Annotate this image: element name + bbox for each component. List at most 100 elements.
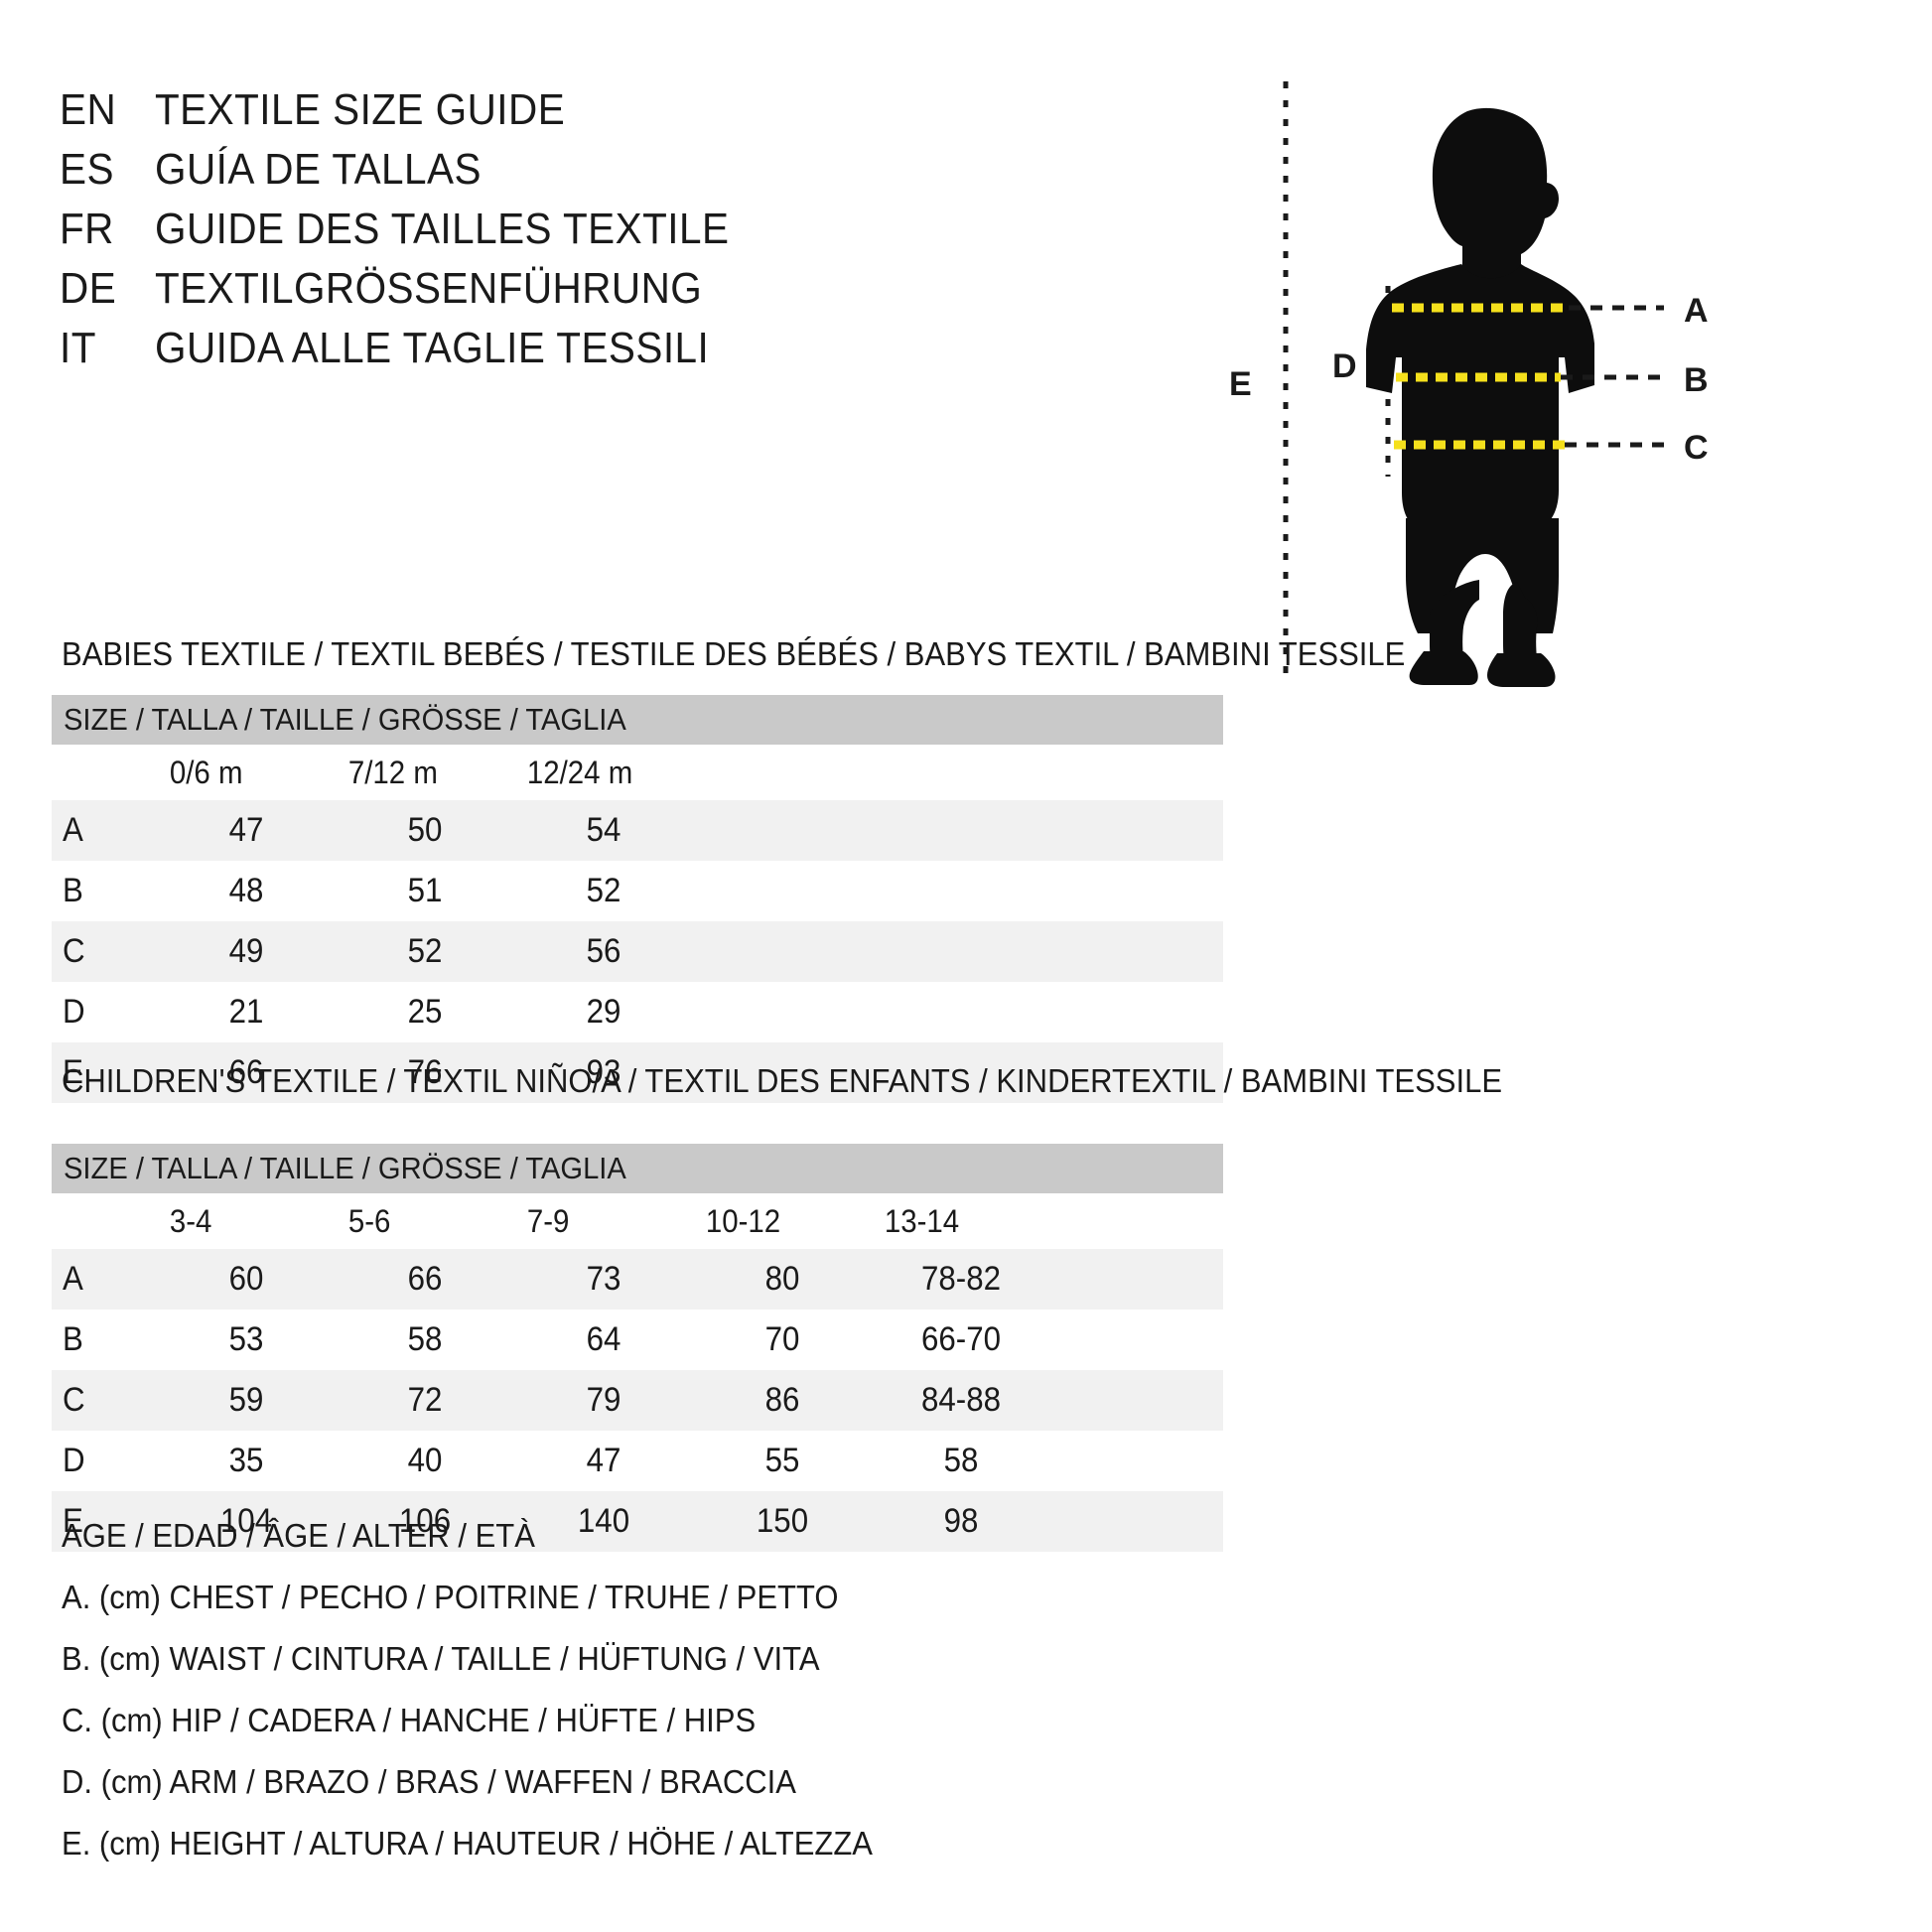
children-row-label-e: E — [63, 1502, 83, 1540]
title-text-es: GUÍA DE TALLAS — [155, 145, 482, 194]
children-cell-a-1: 66 — [407, 1260, 443, 1298]
babies-cell-a-1: 50 — [407, 811, 443, 849]
title-text-fr: GUIDE DES TAILLES TEXTILE — [155, 205, 730, 253]
children-cell-c-3: 86 — [764, 1381, 800, 1419]
babies-table-header-label: SIZE / TALLA / TAILLE / GRÖSSE / TAGLIA — [64, 702, 626, 737]
babies-cell-c-0: 49 — [228, 932, 264, 970]
children-column-header-row: 3-4 5-6 7-9 10-12 13-14 — [52, 1193, 1223, 1249]
children-row-label-c: C — [63, 1381, 85, 1419]
babies-table-header: SIZE / TALLA / TAILLE / GRÖSSE / TAGLIA — [52, 695, 1223, 745]
babies-cell-a-0: 47 — [228, 811, 264, 849]
measurement-figure: A B C D E — [1132, 60, 1886, 695]
babies-column-header-0: 0/6 m — [169, 754, 243, 790]
title-text-it: GUIDA ALLE TAGLIE TESSILI — [155, 324, 710, 372]
figure-label-b: B — [1684, 361, 1709, 399]
legend-waist: B. (cm) WAIST / CINTURA / TAILLE / HÜFTU… — [62, 1640, 820, 1677]
title-row-es: ES GUÍA DE TALLAS — [60, 145, 779, 205]
babies-row-label-e: E — [63, 1053, 83, 1091]
children-column-header-2: 7-9 — [526, 1202, 570, 1239]
babies-cell-d-0: 21 — [228, 993, 264, 1031]
children-column-header-4: 13-14 — [884, 1202, 960, 1239]
children-cell-e-4: 98 — [943, 1502, 979, 1540]
title-row-fr: FR GUIDE DES TAILLES TEXTILE — [60, 205, 779, 264]
children-cell-e-0: 104 — [219, 1502, 273, 1540]
children-row-label-b: B — [63, 1320, 83, 1358]
babies-cell-e-2: 93 — [586, 1053, 621, 1091]
title-text-de: TEXTILGRÖSSENFÜHRUNG — [155, 264, 703, 313]
babies-cell-c-2: 56 — [586, 932, 621, 970]
children-cell-c-4: 84-88 — [920, 1381, 1002, 1419]
babies-column-header-row: 0/6 m 7/12 m 12/24 m — [52, 745, 1223, 800]
title-row-de: DE TEXTILGRÖSSENFÜHRUNG — [60, 264, 779, 324]
babies-column-header-1: 7/12 m — [347, 754, 438, 790]
babies-cell-c-1: 52 — [407, 932, 443, 970]
children-cell-e-3: 150 — [756, 1502, 809, 1540]
table-row: B 48 51 52 — [52, 861, 1223, 921]
measurement-legend: AGE / EDAD / ÂGE / ALTER / ETÀ A. (cm) C… — [62, 1517, 924, 1886]
babies-cell-a-2: 54 — [586, 811, 621, 849]
babies-column-header-2: 12/24 m — [526, 754, 633, 790]
table-row: E 66 76 93 — [52, 1042, 1223, 1103]
babies-section-label: BABIES TEXTILE / TEXTIL BEBÉS / TESTILE … — [62, 635, 1406, 672]
children-cell-d-3: 55 — [764, 1442, 800, 1479]
babies-cell-b-2: 52 — [586, 872, 621, 909]
children-cell-c-0: 59 — [228, 1381, 264, 1419]
babies-cell-e-1: 76 — [407, 1053, 443, 1091]
children-cell-d-0: 35 — [228, 1442, 264, 1479]
title-block: EN TEXTILE SIZE GUIDE ES GUÍA DE TALLAS … — [60, 85, 779, 383]
children-cell-d-4: 58 — [943, 1442, 979, 1479]
table-row: D 35 40 47 55 58 — [52, 1431, 1223, 1491]
babies-row-label-d: D — [63, 993, 85, 1031]
children-cell-a-2: 73 — [586, 1260, 621, 1298]
babies-row-label-b: B — [63, 872, 83, 909]
children-column-header-1: 5-6 — [347, 1202, 391, 1239]
title-lang-it: IT — [60, 324, 96, 372]
title-row-it: IT GUIDA ALLE TAGLIE TESSILI — [60, 324, 779, 383]
table-row: D 21 25 29 — [52, 982, 1223, 1042]
children-cell-a-0: 60 — [228, 1260, 264, 1298]
title-lang-fr: FR — [60, 205, 114, 253]
children-cell-b-3: 70 — [764, 1320, 800, 1358]
legend-chest: A. (cm) CHEST / PECHO / POITRINE / TRUHE… — [62, 1579, 839, 1615]
children-cell-b-1: 58 — [407, 1320, 443, 1358]
legend-hip: C. (cm) HIP / CADERA / HANCHE / HÜFTE / … — [62, 1702, 757, 1738]
figure-label-c: C — [1684, 429, 1709, 467]
babies-cell-e-0: 66 — [228, 1053, 264, 1091]
child-silhouette — [1366, 107, 1594, 687]
children-cell-a-4: 78-82 — [920, 1260, 1002, 1298]
children-cell-c-1: 72 — [407, 1381, 443, 1419]
table-row: A 60 66 73 80 78-82 — [52, 1249, 1223, 1310]
children-cell-d-2: 47 — [586, 1442, 621, 1479]
babies-cell-b-1: 51 — [407, 872, 443, 909]
title-row-en: EN TEXTILE SIZE GUIDE — [60, 85, 779, 145]
children-row-label-d: D — [63, 1442, 85, 1479]
title-text-en: TEXTILE SIZE GUIDE — [155, 85, 566, 134]
title-lang-de: DE — [60, 264, 117, 313]
title-lang-en: EN — [60, 85, 117, 134]
babies-row-label-a: A — [63, 811, 83, 849]
title-lang-es: ES — [60, 145, 114, 194]
babies-size-table: SIZE / TALLA / TAILLE / GRÖSSE / TAGLIA … — [52, 695, 1223, 1103]
babies-cell-b-0: 48 — [228, 872, 264, 909]
table-row: E 104 106 140 150 98 — [52, 1491, 1223, 1552]
table-row: A 47 50 54 — [52, 800, 1223, 861]
figure-label-d: D — [1332, 347, 1357, 385]
children-column-header-3: 10-12 — [705, 1202, 781, 1239]
children-cell-e-1: 106 — [398, 1502, 452, 1540]
children-cell-e-2: 140 — [577, 1502, 630, 1540]
table-row: C 49 52 56 — [52, 921, 1223, 982]
legend-age: AGE / EDAD / ÂGE / ALTER / ETÀ — [62, 1517, 535, 1554]
babies-cell-d-1: 25 — [407, 993, 443, 1031]
figure-label-a: A — [1684, 292, 1709, 330]
children-cell-b-4: 66-70 — [920, 1320, 1002, 1358]
babies-cell-d-2: 29 — [586, 993, 621, 1031]
table-row: B 53 58 64 70 66-70 — [52, 1310, 1223, 1370]
children-column-header-0: 3-4 — [169, 1202, 212, 1239]
table-row: C 59 72 79 86 84-88 — [52, 1370, 1223, 1431]
children-cell-a-3: 80 — [764, 1260, 800, 1298]
babies-row-label-c: C — [63, 932, 85, 970]
children-table-header: SIZE / TALLA / TAILLE / GRÖSSE / TAGLIA — [52, 1144, 1223, 1193]
children-cell-d-1: 40 — [407, 1442, 443, 1479]
children-cell-b-0: 53 — [228, 1320, 264, 1358]
